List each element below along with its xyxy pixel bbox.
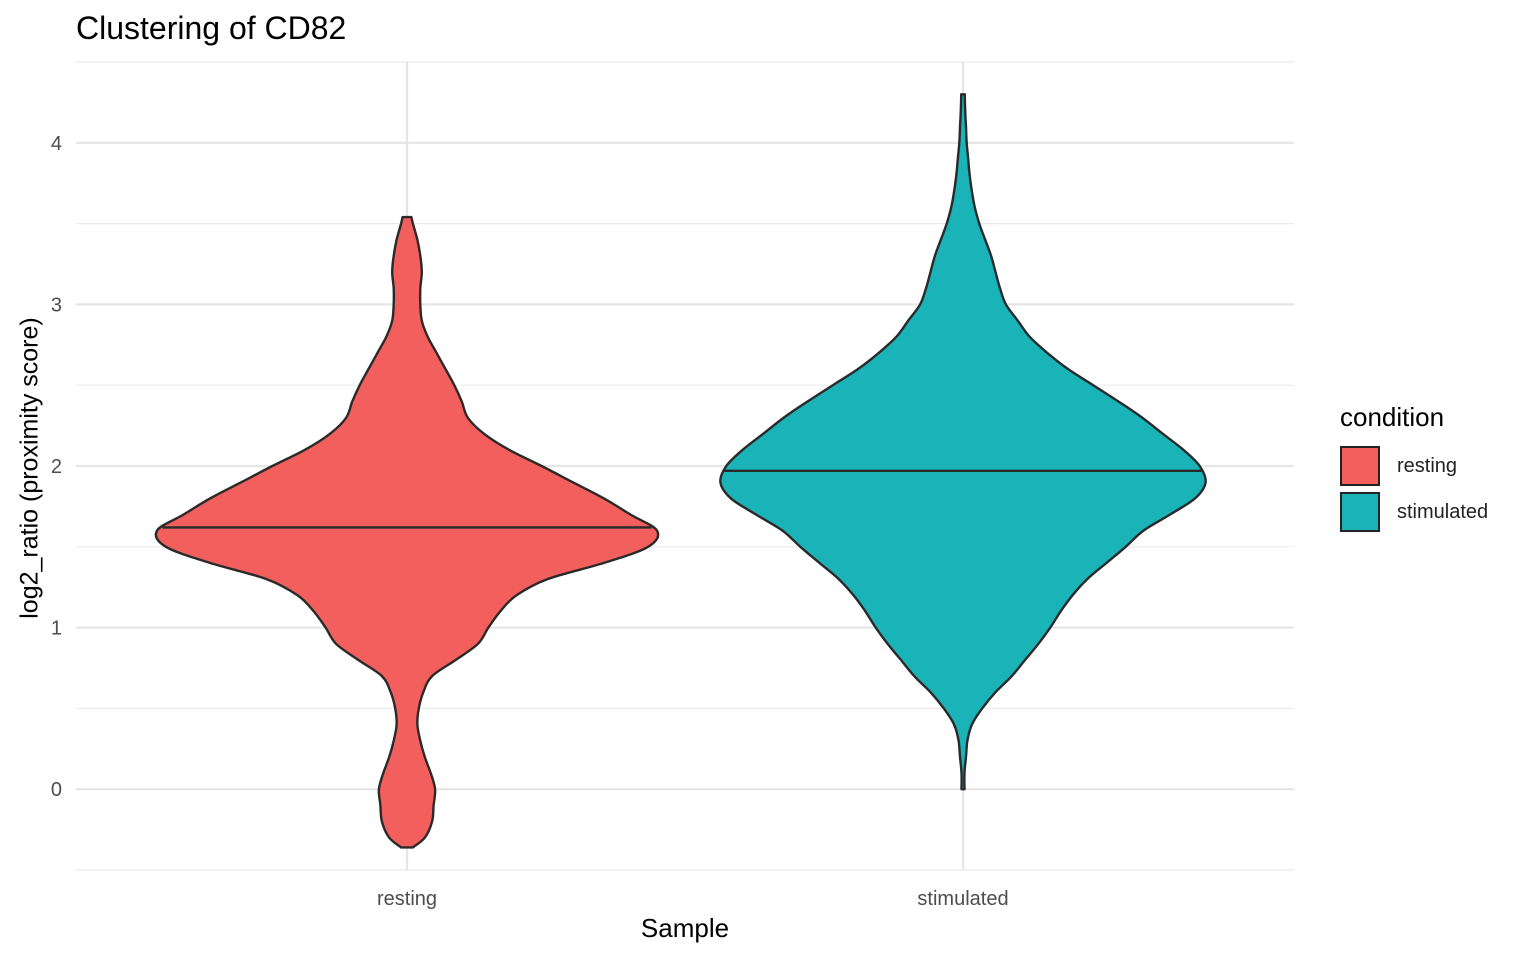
legend-swatch-resting bbox=[1340, 446, 1380, 486]
violins bbox=[154, 93, 1207, 849]
violin-resting bbox=[154, 215, 660, 849]
y-axis-label: log2_ratio (proximity score) bbox=[15, 317, 44, 619]
legend-item-stimulated: stimulated bbox=[1340, 490, 1488, 534]
legend-label-resting: resting bbox=[1397, 454, 1458, 477]
x-tick-label: stimulated bbox=[917, 888, 1008, 910]
legend-swatch-stimulated bbox=[1340, 492, 1380, 532]
x-axis-label: Sample bbox=[640, 913, 730, 943]
legend-title: condition bbox=[1340, 402, 1445, 432]
y-tick-label: 3 bbox=[51, 294, 62, 316]
y-tick-label: 1 bbox=[51, 618, 62, 640]
x-axis-tick-labels: resting stimulated bbox=[377, 888, 1009, 910]
legend-label-stimulated: stimulated bbox=[1397, 500, 1489, 523]
y-axis-tick-labels: 0 1 2 3 4 bbox=[51, 133, 62, 801]
violin-stimulated bbox=[719, 93, 1207, 791]
chart-title: Clustering of CD82 bbox=[76, 10, 347, 46]
y-tick-label: 4 bbox=[51, 133, 62, 155]
legend-item-resting: resting bbox=[1340, 444, 1457, 488]
y-tick-label: 2 bbox=[51, 456, 62, 478]
y-tick-label: 0 bbox=[51, 779, 62, 801]
x-tick-label: resting bbox=[377, 888, 437, 910]
